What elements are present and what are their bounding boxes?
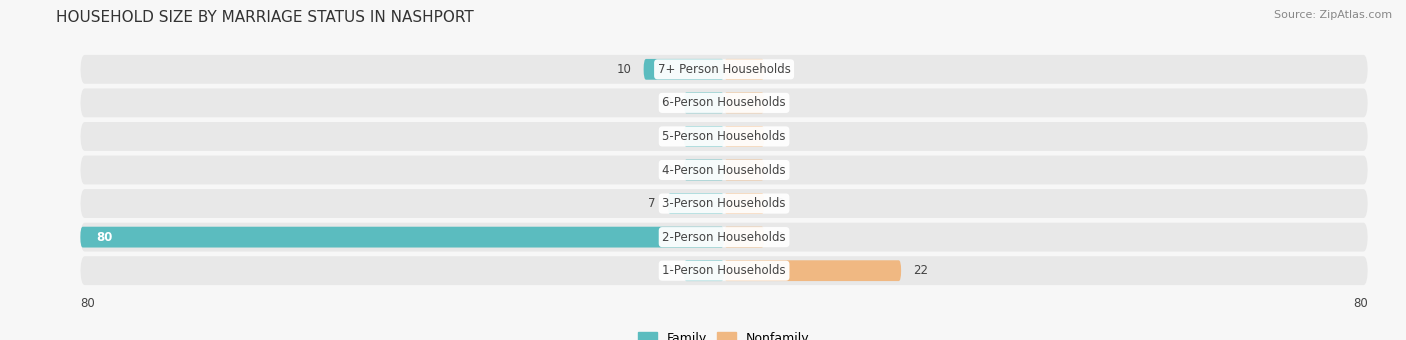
Text: 80: 80 (1353, 297, 1368, 310)
Text: 22: 22 (912, 264, 928, 277)
FancyBboxPatch shape (668, 193, 724, 214)
FancyBboxPatch shape (724, 159, 765, 181)
Text: 0: 0 (665, 96, 672, 109)
Text: 2-Person Households: 2-Person Households (662, 231, 786, 244)
FancyBboxPatch shape (724, 260, 901, 281)
FancyBboxPatch shape (724, 193, 765, 214)
Text: 7+ Person Households: 7+ Person Households (658, 63, 790, 76)
FancyBboxPatch shape (80, 256, 1368, 285)
Text: 6-Person Households: 6-Person Households (662, 96, 786, 109)
FancyBboxPatch shape (724, 59, 765, 80)
FancyBboxPatch shape (80, 223, 1368, 252)
FancyBboxPatch shape (644, 59, 724, 80)
Text: 0: 0 (776, 231, 783, 244)
Text: 80: 80 (80, 297, 96, 310)
FancyBboxPatch shape (683, 260, 724, 281)
FancyBboxPatch shape (724, 126, 765, 147)
FancyBboxPatch shape (80, 227, 724, 248)
FancyBboxPatch shape (724, 92, 765, 113)
Text: 0: 0 (665, 164, 672, 176)
Text: 0: 0 (776, 63, 783, 76)
FancyBboxPatch shape (683, 126, 724, 147)
FancyBboxPatch shape (683, 92, 724, 113)
FancyBboxPatch shape (80, 189, 1368, 218)
Text: 0: 0 (776, 197, 783, 210)
FancyBboxPatch shape (683, 159, 724, 181)
Text: 0: 0 (776, 96, 783, 109)
Text: 0: 0 (776, 130, 783, 143)
Text: 0: 0 (776, 164, 783, 176)
Text: 80: 80 (97, 231, 112, 244)
Text: Source: ZipAtlas.com: Source: ZipAtlas.com (1274, 10, 1392, 20)
FancyBboxPatch shape (80, 88, 1368, 117)
Text: 5-Person Households: 5-Person Households (662, 130, 786, 143)
FancyBboxPatch shape (80, 122, 1368, 151)
Text: 0: 0 (665, 264, 672, 277)
FancyBboxPatch shape (80, 55, 1368, 84)
Text: 7: 7 (648, 197, 655, 210)
Text: 1-Person Households: 1-Person Households (662, 264, 786, 277)
FancyBboxPatch shape (80, 156, 1368, 184)
Legend: Family, Nonfamily: Family, Nonfamily (633, 327, 815, 340)
Text: 3-Person Households: 3-Person Households (662, 197, 786, 210)
Text: 0: 0 (665, 130, 672, 143)
FancyBboxPatch shape (724, 227, 765, 248)
Text: 10: 10 (617, 63, 631, 76)
Text: HOUSEHOLD SIZE BY MARRIAGE STATUS IN NASHPORT: HOUSEHOLD SIZE BY MARRIAGE STATUS IN NAS… (56, 10, 474, 25)
Text: 4-Person Households: 4-Person Households (662, 164, 786, 176)
